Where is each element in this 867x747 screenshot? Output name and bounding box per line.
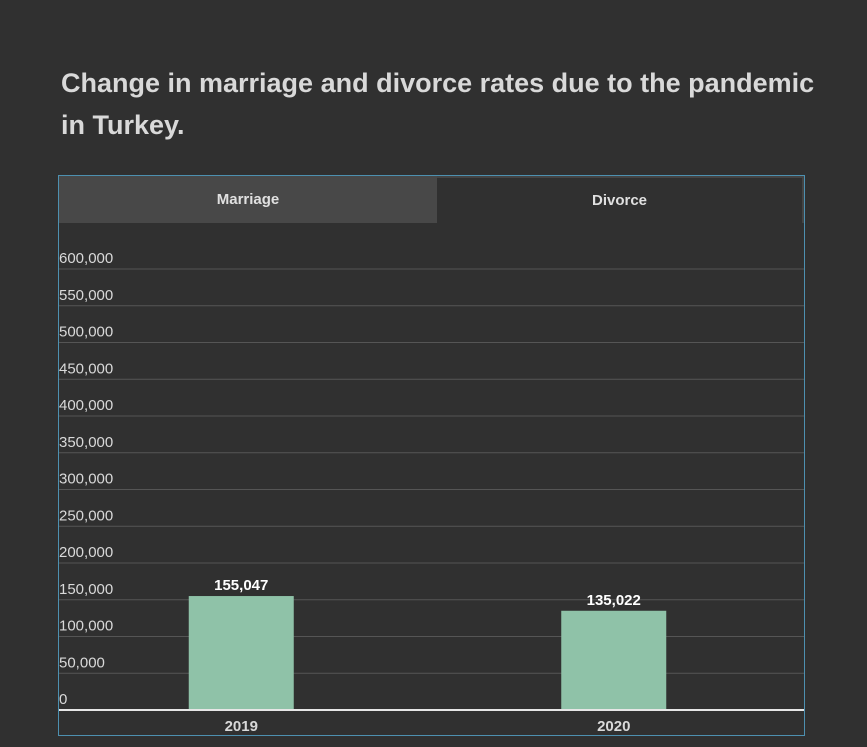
x-tick-label: 2019 [225, 718, 258, 735]
y-tick-label: 450,000 [59, 360, 113, 377]
y-tick-label: 250,000 [59, 507, 113, 524]
y-tick-label: 0 [59, 691, 67, 708]
bar-chart: 0 50,000 100,000 150,000 200,000 250,000 300,0… [59, 250, 804, 735]
y-tick-label: 200,000 [59, 544, 113, 561]
y-tick-label: 300,000 [59, 471, 113, 488]
y-tick-label: 150,000 [59, 581, 113, 598]
y-tick-label: 50,000 [59, 654, 105, 671]
y-tick-label: 350,000 [59, 434, 113, 451]
y-tick-label: 400,000 [59, 397, 113, 414]
bar[interactable] [561, 610, 667, 710]
y-tick-label: 550,000 [59, 287, 113, 304]
tab-bar: Marriage Divorce [59, 176, 804, 223]
y-tick-label: 500,000 [59, 324, 113, 341]
x-tick-label: 2020 [597, 718, 630, 735]
chart-panel: Marriage Divorce 0 50,000 100,000 150,000 20… [58, 175, 805, 736]
tab-divorce[interactable]: Divorce [437, 176, 804, 223]
y-tick-label: 100,000 [59, 618, 113, 635]
tab-marriage[interactable]: Marriage [59, 176, 437, 223]
y-tick-label: 600,000 [59, 250, 113, 267]
bar[interactable] [188, 596, 294, 710]
bar-value-label: 155,047 [214, 577, 268, 594]
chart-title: Change in marriage and divorce rates due… [61, 68, 815, 140]
bar-value-label: 135,022 [587, 592, 641, 609]
